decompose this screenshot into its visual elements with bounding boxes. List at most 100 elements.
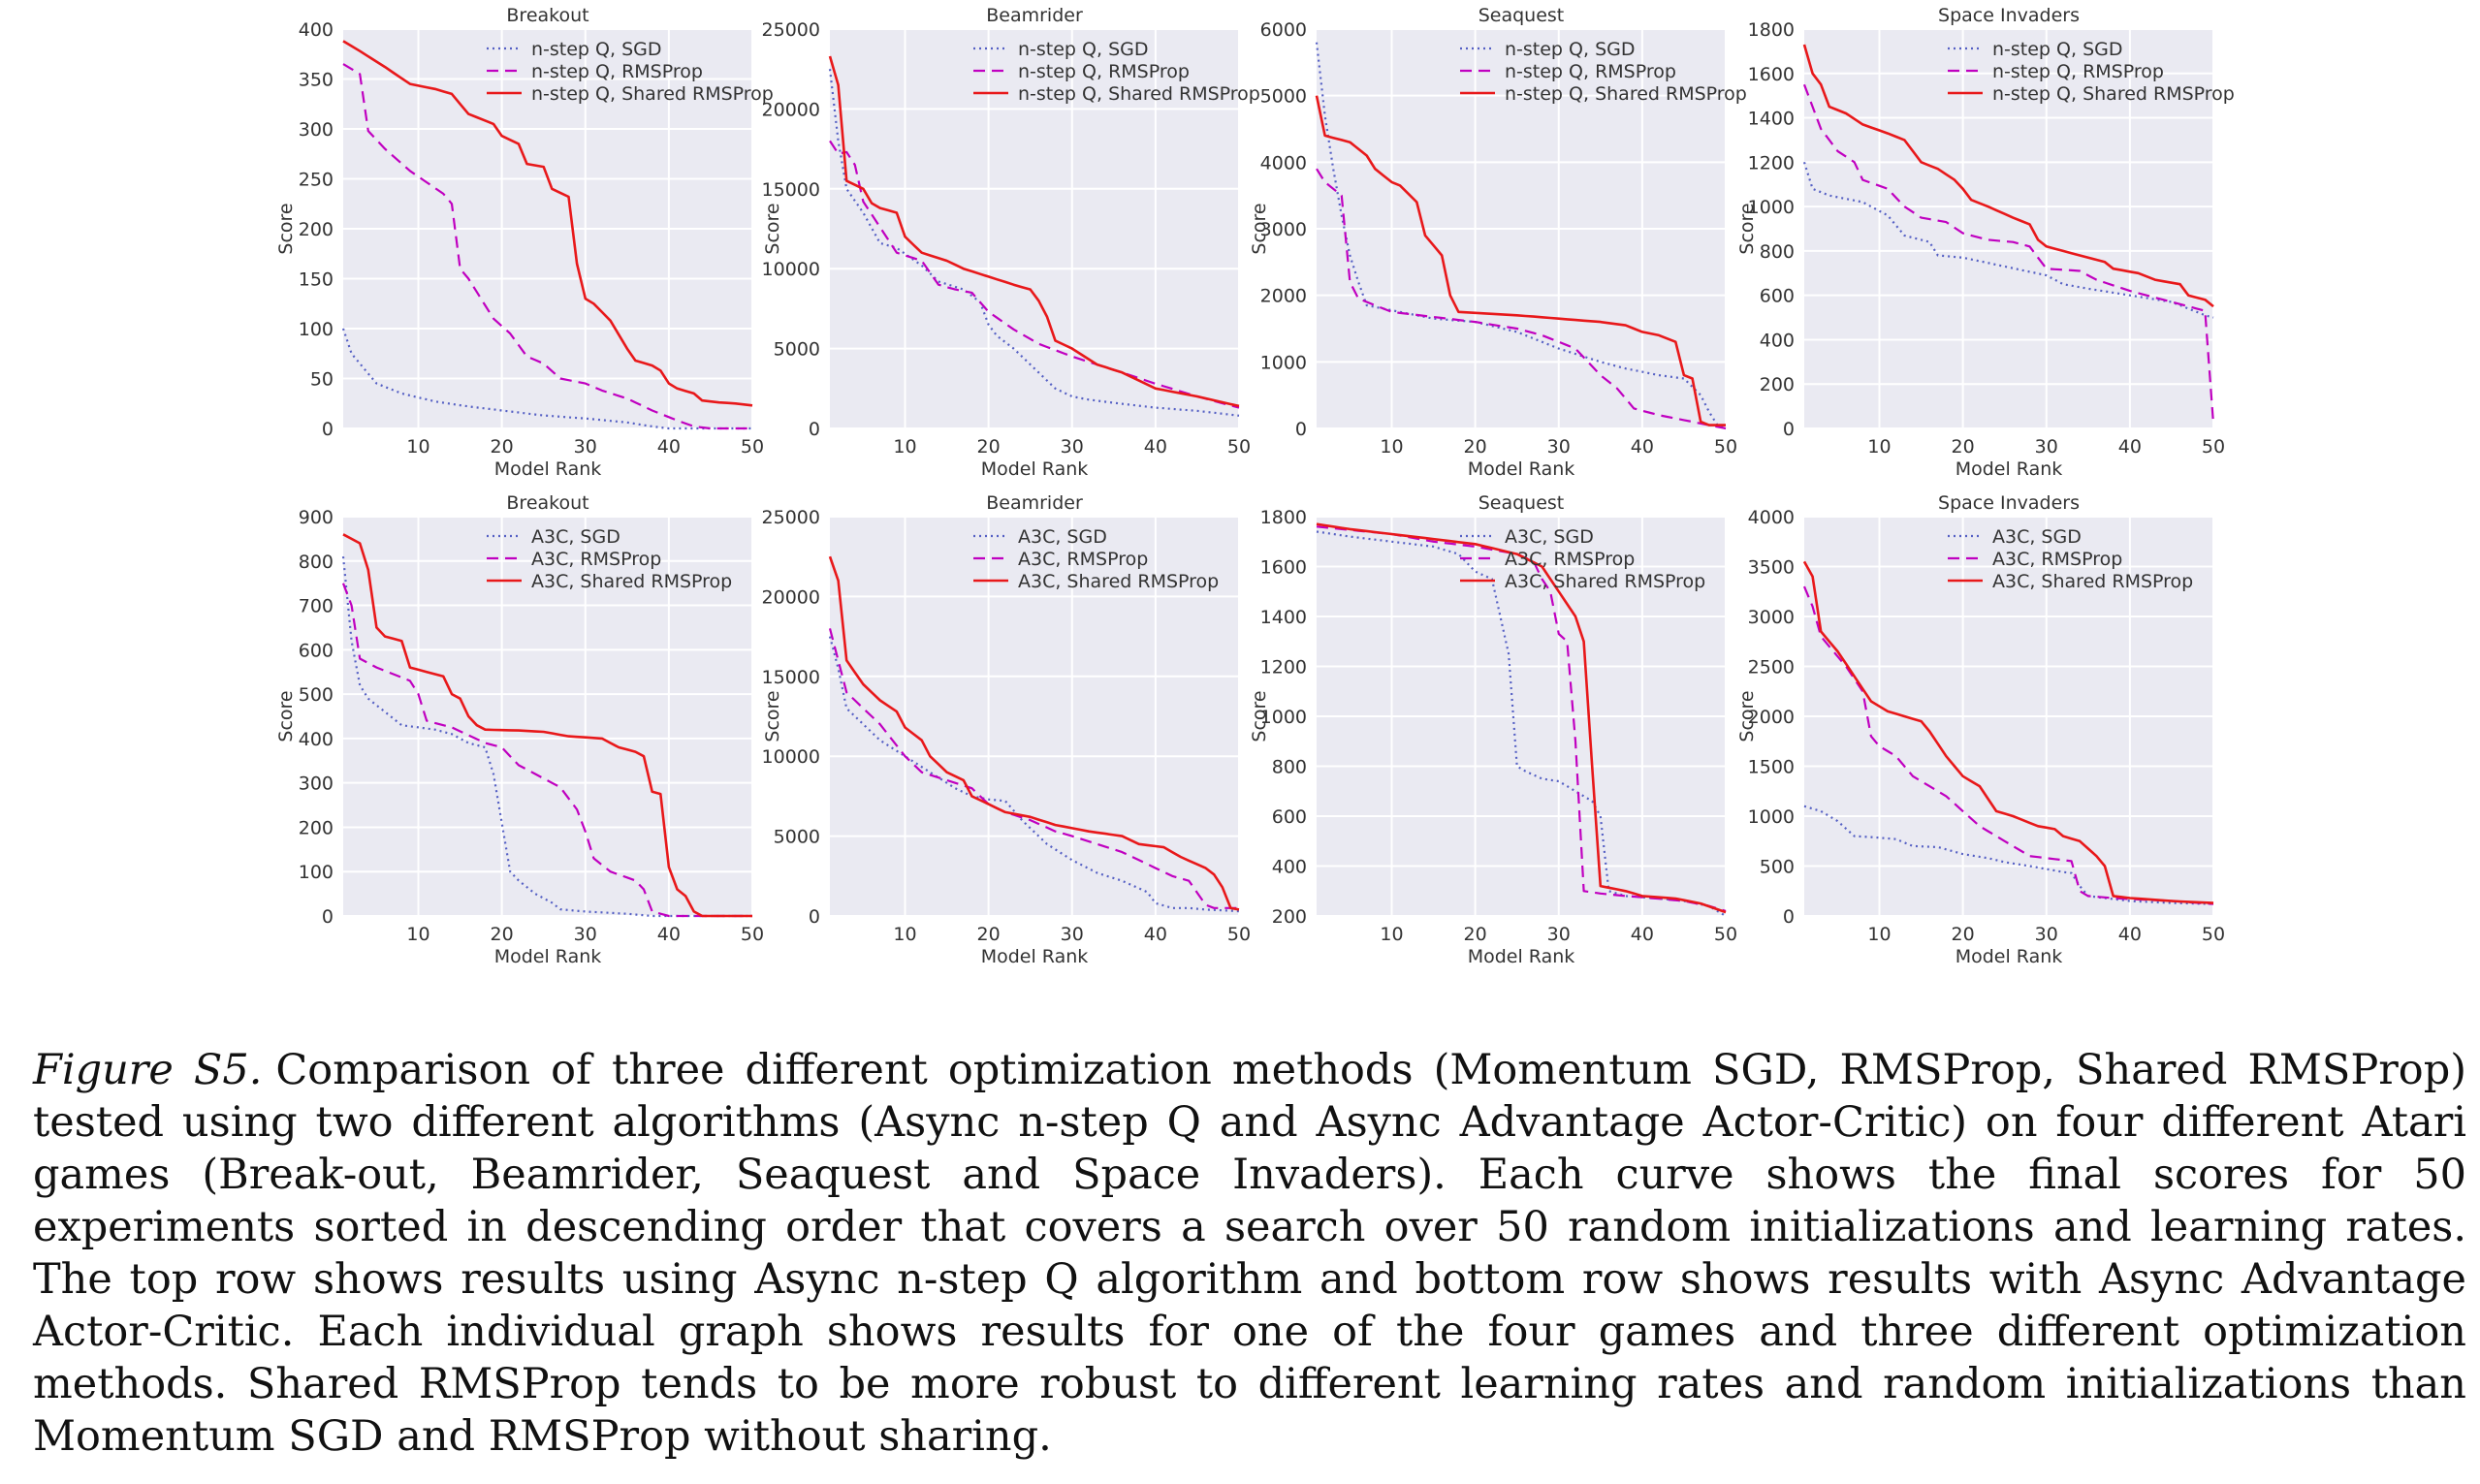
y-tick-label: 4000 <box>1260 152 1307 174</box>
x-tick-label: 50 <box>2202 436 2225 458</box>
series-line-rmsprop <box>342 63 752 430</box>
legend-label: A3C, Shared RMSProp <box>1992 571 2193 592</box>
y-tick-label: 50 <box>310 369 334 391</box>
x-tick-label: 20 <box>1952 924 1975 945</box>
legend-label: A3C, Shared RMSProp <box>1018 571 1219 592</box>
series-line-shared-rmsprop <box>828 555 1240 911</box>
y-tick-label: 5000 <box>774 339 820 361</box>
y-tick-label: 800 <box>299 552 334 573</box>
x-tick-label: 40 <box>2118 436 2142 458</box>
y-tick-label: 400 <box>1272 857 1307 878</box>
x-tick-label: 20 <box>491 924 514 945</box>
legend-label: n-step Q, Shared RMSProp <box>1505 83 1747 105</box>
y-tick-label: 1000 <box>1748 806 1795 828</box>
x-tick-label: 50 <box>1714 436 1737 458</box>
legend-label: n-step Q, SGD <box>1505 39 1635 60</box>
y-tick-label: 100 <box>299 862 334 883</box>
y-tick-label: 2000 <box>1748 707 1795 728</box>
x-tick-label: 40 <box>1144 924 1167 945</box>
y-tick-label: 100 <box>299 319 334 340</box>
x-tick-label: 30 <box>574 436 597 458</box>
x-axis-label: Model Rank <box>1955 458 2063 480</box>
x-tick-label: 10 <box>1867 436 1891 458</box>
figure-caption: Figure S5. Comparison of three different … <box>33 1044 2466 1463</box>
plot-background <box>830 29 1239 428</box>
legend-label: n-step Q, RMSProp <box>1018 61 1190 82</box>
series-line-shared-rmsprop <box>1315 95 1726 426</box>
series-line-shared-rmsprop <box>1802 44 2214 308</box>
panel-a3c-seaquest: 200 400 600 800 1000 1200 1400 1600 1800 10 20 30 40… <box>1249 492 1737 967</box>
y-tick-label: 0 <box>1783 906 1795 928</box>
x-axis-label: Model Rank <box>981 946 1089 967</box>
legend-label: A3C, RMSProp <box>1018 549 1148 570</box>
legend-label: A3C, SGD <box>1505 526 1594 548</box>
y-tick-label: 0 <box>1295 419 1307 440</box>
x-tick-label: 30 <box>2035 436 2058 458</box>
legend-label: n-step Q, RMSProp <box>531 61 703 82</box>
y-tick-label: 900 <box>299 507 334 528</box>
y-tick-label: 400 <box>299 729 334 750</box>
legend-label: n-step Q, SGD <box>531 39 661 60</box>
y-tick-label: 1800 <box>1748 19 1795 41</box>
plot-background <box>1804 29 2213 428</box>
y-tick-label: 250 <box>299 170 334 191</box>
y-tick-label: 500 <box>1760 857 1795 878</box>
series-line-rmsprop <box>829 140 1240 409</box>
caption-text: Comparison of three different optimizati… <box>33 1046 2467 1461</box>
y-axis-label: Score <box>1249 203 1270 254</box>
series-line-sgd <box>341 556 752 918</box>
x-tick-label: 10 <box>1867 924 1891 945</box>
series-line-shared-rmsprop <box>342 40 753 407</box>
y-tick-label: 1200 <box>1260 657 1307 679</box>
panel-title: Seaquest <box>1478 492 1565 514</box>
x-tick-label: 10 <box>406 436 429 458</box>
x-tick-label: 40 <box>657 436 681 458</box>
x-axis-label: Model Rank <box>1468 946 1575 967</box>
y-tick-label: 15000 <box>762 179 820 201</box>
legend-label: n-step Q, Shared RMSProp <box>1018 83 1260 105</box>
plot-background <box>343 517 752 916</box>
x-tick-label: 20 <box>491 436 514 458</box>
x-tick-label: 10 <box>1380 436 1403 458</box>
y-tick-label: 1800 <box>1260 507 1307 528</box>
legend-label: n-step Q, RMSProp <box>1505 61 1676 82</box>
x-tick-label: 40 <box>657 924 681 945</box>
y-axis-label: Score <box>762 690 783 742</box>
y-tick-label: 2000 <box>1260 286 1307 307</box>
x-tick-label: 20 <box>1464 924 1487 945</box>
y-tick-label: 25000 <box>762 507 820 528</box>
panel-title: Breakout <box>506 5 588 26</box>
x-tick-label: 40 <box>1631 924 1654 945</box>
y-tick-label: 1600 <box>1260 557 1307 579</box>
y-tick-label: 5000 <box>1260 86 1307 108</box>
panel-title: Breakout <box>506 492 588 514</box>
y-tick-label: 300 <box>299 119 334 141</box>
legend-label: A3C, SGD <box>1992 526 2082 548</box>
legend-label: n-step Q, Shared RMSProp <box>531 83 774 105</box>
x-tick-label: 40 <box>2118 924 2142 945</box>
x-tick-label: 30 <box>1547 436 1571 458</box>
figure-grid: 0 50 100 150 200 250 300 350 400 10 20 30 40 50 Breako… <box>275 5 2235 967</box>
legend-label: n-step Q, RMSProp <box>1992 61 2164 82</box>
y-tick-label: 1000 <box>1260 707 1307 728</box>
series-line-rmsprop <box>341 583 752 918</box>
y-tick-label: 1500 <box>1748 757 1795 778</box>
y-tick-label: 200 <box>1760 374 1795 395</box>
panel-title: Beamrider <box>986 492 1083 514</box>
series-line-rmsprop <box>1802 83 2215 425</box>
x-tick-label: 40 <box>1144 436 1167 458</box>
x-tick-label: 30 <box>1061 924 1084 945</box>
y-tick-label: 350 <box>299 70 334 91</box>
series-line-shared-rmsprop <box>342 533 752 918</box>
x-tick-label: 10 <box>893 924 916 945</box>
y-tick-label: 20000 <box>762 586 820 608</box>
series-line-shared-rmsprop <box>1316 522 1727 914</box>
panel-title: Space Invaders <box>1938 5 2080 26</box>
x-tick-label: 50 <box>1227 924 1251 945</box>
series-line-sgd <box>341 328 752 430</box>
y-tick-label: 0 <box>322 419 334 440</box>
x-axis-label: Model Rank <box>494 946 602 967</box>
series-line-sgd <box>1803 805 2214 905</box>
x-tick-label: 50 <box>741 436 764 458</box>
x-tick-label: 40 <box>1631 436 1654 458</box>
